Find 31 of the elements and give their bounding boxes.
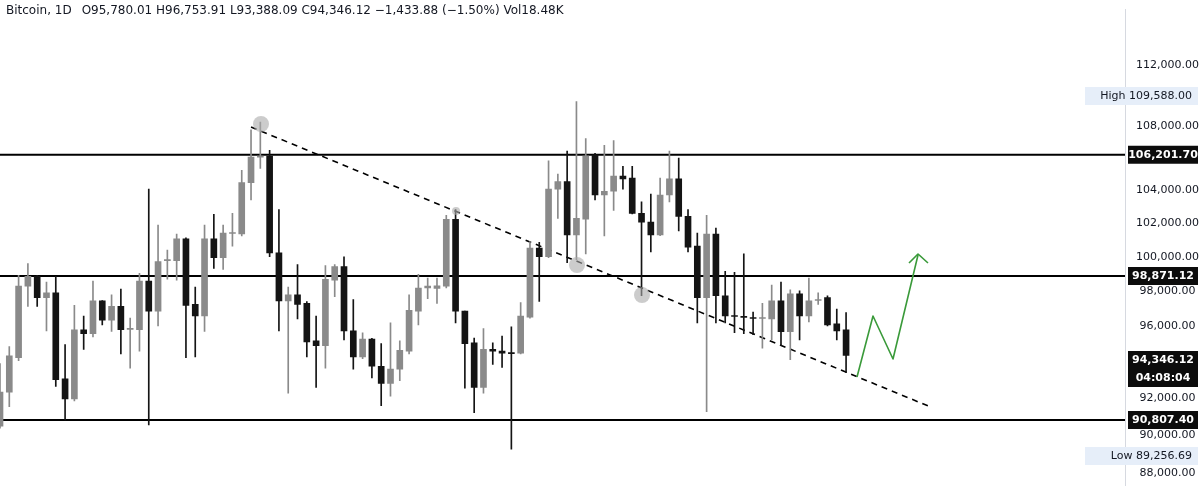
ref-line-label: 90,807.40 (1132, 412, 1195, 426)
annotation: High 109,588.00 (1100, 88, 1192, 102)
candlestick (284, 286, 292, 394)
ref-line-label: 98,871.12 (1132, 268, 1194, 282)
annotation: Low 89,256.69 (1110, 448, 1192, 462)
candlestick (433, 277, 441, 304)
candlestick (535, 242, 543, 302)
candlestick (814, 292, 822, 305)
candlestick (740, 253, 748, 334)
y-tick-label: 90,000.00 (1139, 428, 1196, 442)
candlestick (191, 286, 199, 358)
candlestick (647, 193, 655, 253)
candlestick (145, 188, 153, 426)
candlestick (126, 317, 134, 369)
y-tick-label: 102,000.00 (1136, 216, 1199, 230)
chart-title: Bitcoin, 1D (6, 3, 72, 17)
text: 94,346.12 04:08:04 (1132, 352, 1194, 384)
y-tick-label: 100,000.00 (1136, 249, 1199, 263)
chart-subtitle: O95,780.01 H96,753.91 L93,388.09 C94,346.12 −1,433.88 (−1.50%) Vol18.48K (81, 3, 564, 17)
y-tick-label: 112,000.00 (1136, 57, 1199, 71)
y-tick-label: 104,000.00 (1136, 183, 1199, 197)
candlestick (833, 308, 841, 341)
y-tick-label: 92,000.00 (1139, 390, 1196, 404)
y-tick-label: 98,000.00 (1139, 283, 1196, 297)
candlestick (312, 315, 320, 388)
candlestick (749, 311, 757, 336)
y-tick-label: 88,000.00 (1139, 466, 1196, 480)
y-tick-label: 96,000.00 (1139, 318, 1196, 332)
ref-line-label: 106,201.70 (1128, 147, 1199, 161)
y-tick-label: 108,000.00 (1136, 119, 1199, 133)
candlestick (80, 315, 88, 350)
